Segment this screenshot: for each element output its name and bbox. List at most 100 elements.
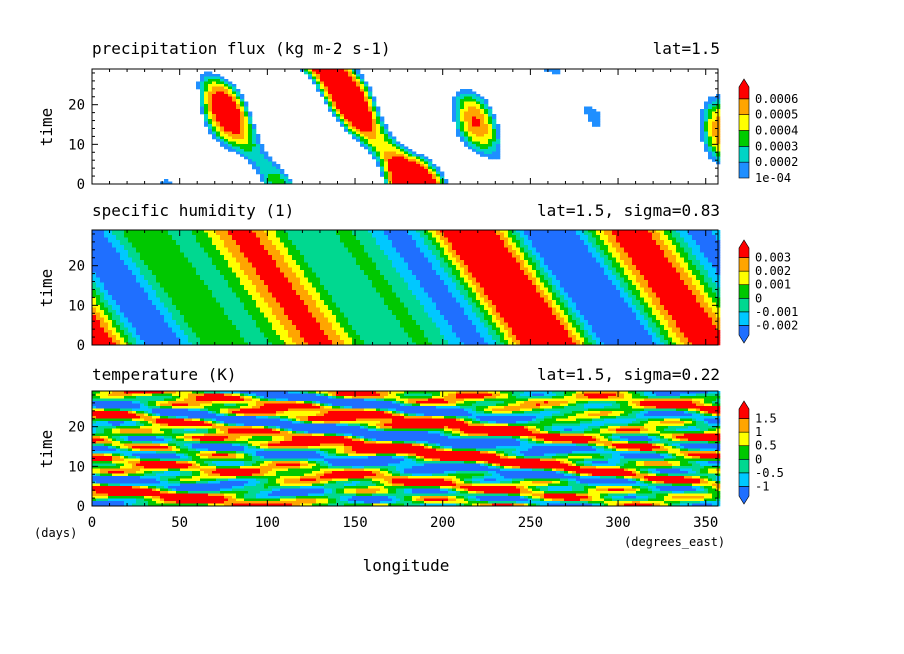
heatmap-cell xyxy=(368,92,372,95)
heatmap-cell xyxy=(384,250,388,253)
heatmap-cell xyxy=(264,172,268,175)
heatmap-cell xyxy=(404,243,408,246)
heatmap-cell xyxy=(424,174,428,177)
heatmap-cell xyxy=(340,255,344,258)
heatmap-cell xyxy=(232,109,236,112)
heatmap-cell xyxy=(312,250,316,253)
heatmap-cell xyxy=(272,164,276,167)
heatmap-cell xyxy=(300,248,304,251)
heatmap-cell xyxy=(276,253,280,256)
heatmap-cell xyxy=(416,233,420,236)
heatmap-cell xyxy=(636,243,640,246)
heatmap-cell xyxy=(712,124,716,127)
heatmap-cell xyxy=(340,79,344,82)
heatmap-cell xyxy=(400,179,404,182)
heatmap-cell xyxy=(708,112,712,115)
heatmap-cell xyxy=(304,238,308,241)
heatmap-cell xyxy=(336,89,340,92)
heatmap-cell xyxy=(228,97,232,100)
heatmap-cell xyxy=(216,245,220,248)
heatmap-cell xyxy=(248,154,252,157)
heatmap-cell xyxy=(352,137,356,140)
heatmap-cell xyxy=(572,235,576,238)
heatmap-cell xyxy=(288,179,292,182)
heatmap-cell xyxy=(596,238,600,241)
heatmap-cell xyxy=(452,240,456,243)
heatmap-cell xyxy=(560,235,564,238)
heatmap-cell xyxy=(256,139,260,142)
heatmap-cell xyxy=(440,177,444,180)
heatmap-cell xyxy=(156,235,160,238)
heatmap-cell xyxy=(364,87,368,90)
heatmap-cell xyxy=(448,233,452,236)
heatmap-cell xyxy=(232,144,236,147)
heatmap-cell xyxy=(368,245,372,248)
heatmap-cell xyxy=(380,137,384,140)
heatmap-cell xyxy=(352,112,356,115)
heatmap-cell xyxy=(488,233,492,236)
heatmap-cell xyxy=(252,147,256,150)
heatmap-cell xyxy=(344,245,348,248)
heatmap-cell xyxy=(348,102,352,105)
heatmap-cell xyxy=(180,250,184,253)
heatmap-cell xyxy=(448,238,452,241)
heatmap-cell xyxy=(336,104,340,107)
heatmap-cell xyxy=(356,245,360,248)
heatmap-cell xyxy=(708,102,712,105)
heatmap-cell xyxy=(200,112,204,115)
heatmap-cell xyxy=(224,250,228,253)
heatmap-cell xyxy=(532,243,536,246)
heatmap-cell xyxy=(340,248,344,251)
heatmap-cell xyxy=(320,72,324,75)
heatmap-cell xyxy=(356,72,360,75)
heatmap-cell xyxy=(384,142,388,145)
heatmap-cell xyxy=(220,243,224,246)
heatmap-cell xyxy=(364,84,368,87)
heatmap-cell xyxy=(696,255,700,258)
heatmap-cell xyxy=(496,134,500,137)
heatmap-cell xyxy=(664,233,668,236)
heatmap-cell xyxy=(328,94,332,97)
heatmap-cell xyxy=(700,127,704,130)
heatmap-cell xyxy=(524,248,528,251)
heatmap-cell xyxy=(96,250,100,253)
heatmap-cell xyxy=(340,119,344,122)
heatmap-cell xyxy=(136,243,140,246)
heatmap-cell xyxy=(704,104,708,107)
heatmap-cell xyxy=(524,250,528,253)
heatmap-cell xyxy=(280,245,284,248)
heatmap-cell xyxy=(524,235,528,238)
heatmap-cell xyxy=(468,89,472,92)
heatmap-cell xyxy=(480,109,484,112)
heatmap-cell xyxy=(336,240,340,243)
heatmap-cell xyxy=(252,134,256,137)
heatmap-cell xyxy=(276,250,280,253)
heatmap-cell xyxy=(132,238,136,241)
heatmap-cell xyxy=(396,174,400,177)
heatmap-cell xyxy=(376,235,380,238)
heatmap-cell xyxy=(120,238,124,241)
heatmap-cell xyxy=(272,253,276,256)
heatmap-cell xyxy=(348,127,352,130)
heatmap-cell xyxy=(116,240,120,243)
heatmap-cell xyxy=(324,74,328,77)
heatmap-cell xyxy=(136,245,140,248)
heatmap-cell xyxy=(112,238,116,241)
heatmap-cell xyxy=(444,255,448,258)
heatmap-cell xyxy=(220,109,224,112)
heatmap-cell xyxy=(484,137,488,140)
heatmap-cell xyxy=(464,129,468,132)
heatmap-cell xyxy=(360,79,364,82)
heatmap-cell xyxy=(252,124,256,127)
colorbar-label: 0.0006 xyxy=(755,92,798,106)
heatmap-cell xyxy=(704,139,708,142)
heatmap-cell xyxy=(108,258,112,261)
heatmap-cell xyxy=(340,104,344,107)
heatmap-cell xyxy=(380,159,384,162)
heatmap-cell xyxy=(260,172,264,175)
heatmap-cell xyxy=(704,253,708,256)
heatmap-cell xyxy=(356,122,360,125)
heatmap-cell xyxy=(268,179,272,182)
heatmap-cell xyxy=(228,240,232,243)
heatmap-cell xyxy=(456,114,460,117)
